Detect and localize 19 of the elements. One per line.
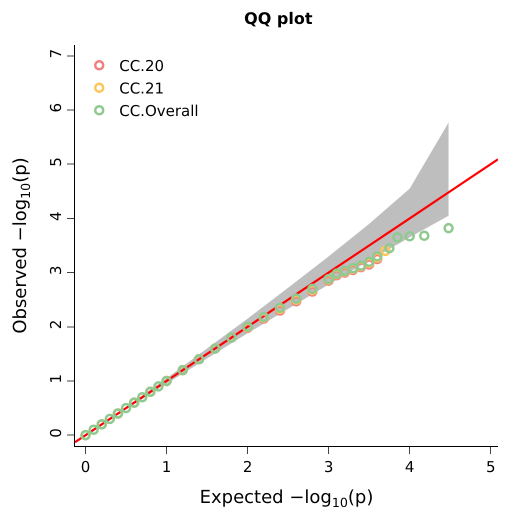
- legend-label: CC.Overall: [119, 102, 199, 120]
- x-tick-label: 4: [404, 458, 414, 476]
- y-tick-label: 6: [47, 103, 65, 113]
- y-tick-label: 5: [47, 157, 65, 167]
- x-tick-label: 3: [324, 458, 334, 476]
- x-axis-title: Expected −log$_{10}$(p): [200, 487, 374, 510]
- y-tick-label: 7: [47, 48, 65, 58]
- y-tick-label: 2: [47, 320, 65, 330]
- legend-label: CC.21: [119, 80, 164, 98]
- x-tick-label: 1: [162, 458, 172, 476]
- y-tick-label: 1: [47, 374, 65, 384]
- y-tick-label: 0: [47, 428, 65, 438]
- x-tick-label: 5: [486, 458, 496, 476]
- chart-title: QQ plot: [244, 9, 313, 28]
- y-tick-label: 4: [47, 211, 65, 221]
- x-tick-label: 0: [80, 458, 90, 476]
- legend-label: CC.20: [119, 57, 164, 76]
- x-tick-label: 2: [242, 458, 252, 476]
- y-tick-label: 3: [47, 266, 65, 276]
